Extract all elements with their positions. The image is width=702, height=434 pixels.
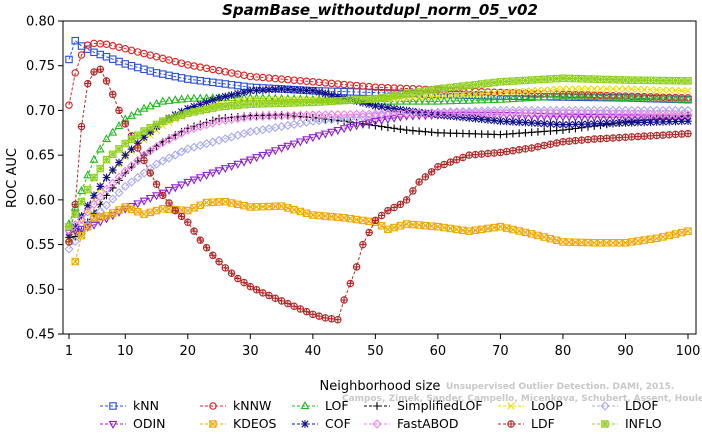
x-tick-label: 60 [430,344,447,359]
legend-marker [600,401,610,411]
y-tick-label: 0.75 [26,59,55,74]
series-knn [65,36,692,104]
legend-item-ldof: LDOF [592,398,659,413]
legend-label: ODIN [133,416,166,431]
x-tick-label: 40 [305,344,322,359]
legend-marker [300,401,310,410]
y-tick-label: 0.60 [26,193,55,208]
legend-marker [372,419,382,429]
legend-label: LDF [531,416,555,431]
legend-label: SimplifiedLOF [397,398,483,413]
chart-title: SpamBase_withoutdupl_norm_05_v02 [222,1,538,19]
series-inflo [65,74,692,231]
legend-item-fastabod: FastABOD [364,416,459,431]
legend-marker [373,402,381,410]
legend: kNN kNNW LOF SimplifiedLOF LoOP LDOF ODIN KDEOS… [100,398,662,431]
y-tick-label: 0.80 [26,15,55,30]
legend-marker [209,420,217,428]
x-tick-label: 50 [367,344,384,359]
series-kdeos [71,197,692,266]
legend-item-ldf: LDF [498,416,555,431]
y-axis: 0.45 0.50 0.55 0.60 0.65 0.70 0.75 0.80 [26,15,63,343]
x-tick-label: 10 [117,344,134,359]
plot-frame [62,20,697,335]
legend-marker [601,420,609,428]
legend-label: kNN [133,398,159,413]
x-tick-label: 20 [180,344,197,359]
legend-label: LDOF [625,398,659,413]
legend-marker [507,420,515,428]
y-tick-label: 0.55 [26,238,55,253]
legend-label: LOF [325,398,349,413]
series-markers [65,36,692,104]
series-layer [64,36,693,324]
series-line [68,112,689,231]
legend-label: kNNW [233,398,271,413]
x-tick-label: 1 [65,344,73,359]
credit-line-2: Campos, Zimek, Sander, Campello, Micenko… [342,394,702,404]
x-axis-label: Neighborhood size [320,379,441,394]
legend-item-lof: LOF [292,398,349,413]
y-tick-label: 0.65 [26,149,55,164]
legend-item-odin: ODIN [100,416,166,431]
x-tick-label: 30 [242,344,259,359]
x-tick-label: 70 [492,344,509,359]
series-markers [65,65,692,324]
legend-label: LoOP [531,398,563,413]
legend-label: FastABOD [397,416,459,431]
legend-item-inflo: INFLO [592,416,662,431]
series-markers [65,74,692,231]
y-tick-label: 0.70 [26,104,55,119]
x-tick-label: 100 [676,344,701,359]
legend-item-knn: kNN [100,398,159,413]
legend-item-kdeos: KDEOS [200,416,277,431]
credit-line-1: Unsupervised Outlier Detection. DAMI, 20… [446,382,674,392]
legend-item-simplifiedlof: SimplifiedLOF [364,398,483,413]
legend-marker [108,420,118,429]
legend-marker [507,402,515,410]
series-markers [71,197,692,266]
legend-marker [301,420,309,428]
legend-label: INFLO [625,416,662,431]
y-tick-label: 0.45 [26,328,55,343]
legend-marker [209,402,217,410]
legend-item-loop: LoOP [498,398,563,413]
y-axis-label: ROC AUC [5,148,20,208]
legend-item-knnw: kNNW [200,398,271,413]
x-axis: 1 10 20 30 40 50 60 70 80 90 100 [65,334,701,359]
legend-marker [109,402,117,410]
x-tick-label: 80 [555,344,572,359]
y-tick-label: 0.50 [26,283,55,298]
series-ldf [65,65,692,324]
legend-label: KDEOS [233,416,277,431]
legend-item-cof: COF [292,416,351,431]
x-tick-label: 90 [617,344,634,359]
legend-label: COF [325,416,351,431]
